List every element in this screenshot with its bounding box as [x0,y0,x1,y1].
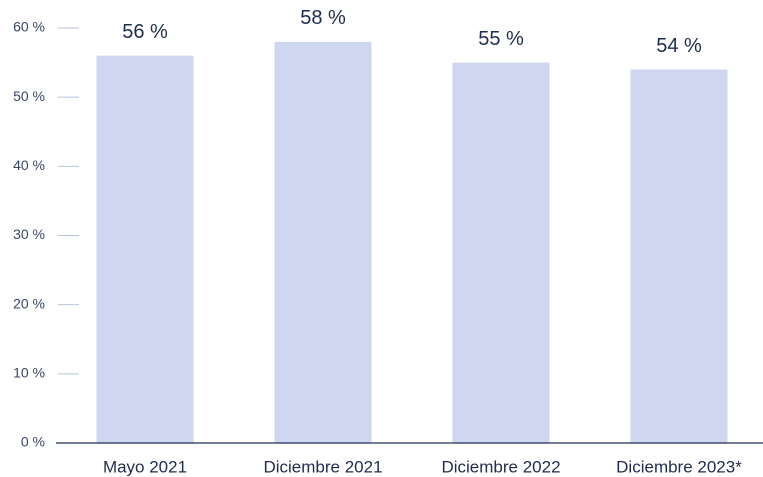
value-label: 55 % [478,28,524,50]
y-tick-label: 20 % [13,295,45,311]
y-tick-label: 50 % [13,88,45,104]
bar [630,69,728,443]
y-tick-label: 60 % [13,19,45,35]
x-tick-label: Diciembre 2023* [616,457,742,476]
bar [274,41,372,443]
y-tick-label: 30 % [13,226,45,242]
y-tick-label: 0 % [21,434,45,450]
value-label: 54 % [656,35,702,57]
x-tick-label: Diciembre 2022 [441,457,560,476]
x-tick-label: Diciembre 2021 [263,457,382,476]
value-label: 56 % [122,21,168,43]
bar [96,55,194,444]
x-tick-label: Mayo 2021 [103,457,187,476]
y-tick-label: 10 % [13,365,45,381]
value-label: 58 % [300,7,346,29]
bar [452,62,550,443]
y-tick-label: 40 % [13,157,45,173]
